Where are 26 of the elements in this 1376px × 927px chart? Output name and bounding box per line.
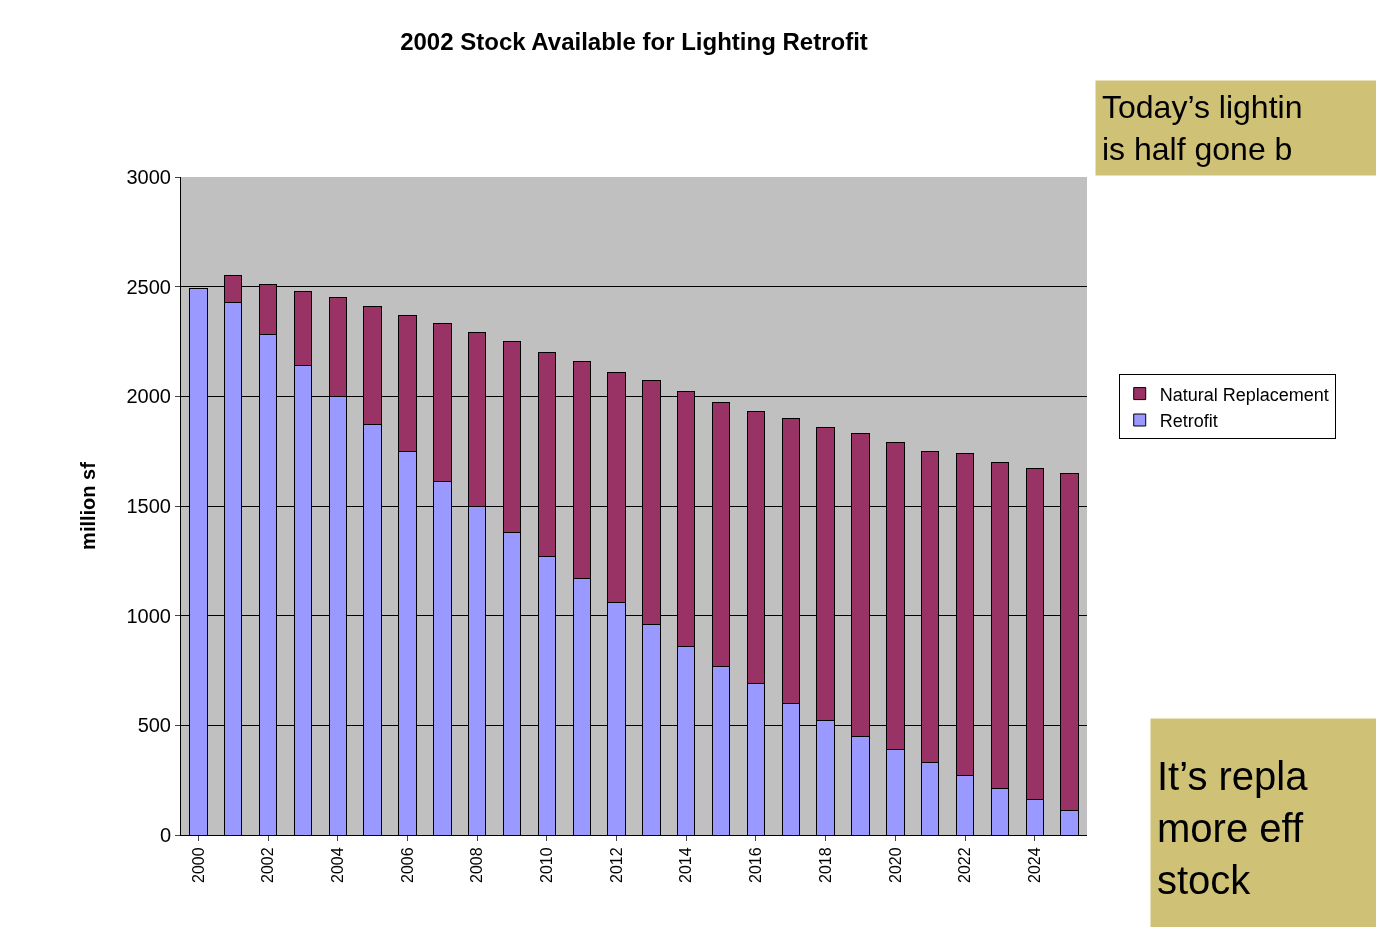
x-tick-label: 2024: [1025, 847, 1043, 883]
x-tick-label: 2020: [886, 847, 904, 883]
y-tick-label: 1500: [126, 495, 171, 517]
x-tick-label: 2000: [189, 847, 207, 883]
x-tick-label: 2012: [607, 847, 625, 883]
x-tick-label: 2018: [816, 847, 834, 883]
y-tick-label: 2500: [126, 275, 171, 298]
y-tick-label: 3000: [126, 166, 171, 188]
chart-title: 2002 Stock Available for Lighting Retrofit: [400, 28, 868, 56]
x-tick-label: 2004: [329, 847, 347, 883]
y-axis-title: million sf: [77, 461, 99, 550]
legend-label: Natural Replacement: [1159, 384, 1329, 405]
text: It’s repla more eff stock: [1157, 753, 1309, 902]
text: Today’s lightin is half gone b: [1102, 89, 1303, 167]
legend-label: Retrofit: [1159, 411, 1218, 432]
x-tick-label: 2008: [468, 847, 486, 883]
y-tick-label: 500: [137, 714, 171, 737]
x-tick-label: 2014: [677, 847, 695, 883]
x-tick-label: 2010: [538, 847, 556, 883]
y-tick-label: 0: [159, 824, 171, 846]
x-tick-label: 2022: [956, 847, 974, 883]
y-tick-label: 2000: [126, 385, 171, 408]
x-tick-label: 2006: [398, 847, 416, 883]
x-tick-label: 2016: [747, 847, 765, 883]
x-tick-label: 2002: [259, 847, 277, 883]
y-tick-label: 1000: [126, 604, 171, 627]
